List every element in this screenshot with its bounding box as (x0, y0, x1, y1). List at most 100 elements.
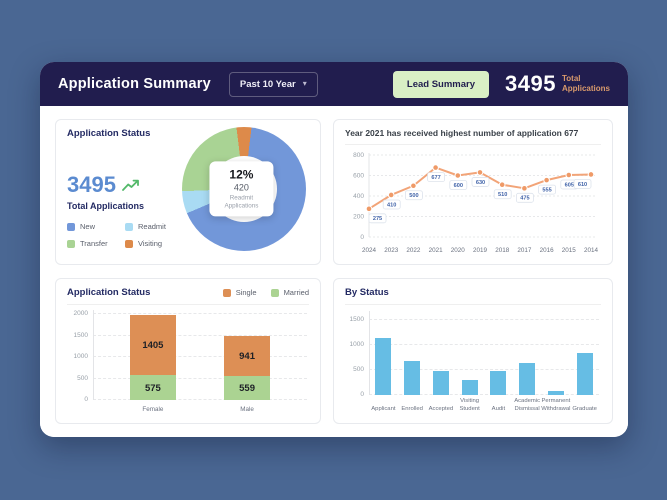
total-applications-summary: 3495 Total Applications (505, 71, 610, 97)
chevron-down-icon: ▾ (302, 79, 307, 88)
bar-segment-single: 1405 (129, 314, 176, 376)
y-axis-tick: 1000 (349, 341, 364, 348)
stack-legend: Single Married (222, 288, 309, 297)
trend-up-icon (122, 179, 139, 191)
y-axis-line (93, 310, 94, 400)
y-axis-tick: 500 (353, 366, 364, 373)
svg-text:555: 555 (542, 188, 551, 194)
panel-applications-by-year: Year 2021 has received highest number of… (333, 119, 613, 265)
legend-item-transfer: Transfer (67, 239, 119, 248)
grid-line (369, 394, 599, 395)
svg-text:2023: 2023 (384, 247, 399, 254)
donut-tooltip: 12% 420 Readmit Applications (209, 161, 274, 217)
svg-text:2021: 2021 (429, 247, 444, 254)
donut-summary-block: 3495 Total Applications New Readmit (67, 172, 177, 248)
status-bar (576, 352, 593, 395)
svg-text:2015: 2015 (562, 247, 577, 254)
y-axis-tick: 500 (77, 374, 88, 382)
svg-text:2014: 2014 (584, 247, 599, 254)
svg-text:2018: 2018 (495, 247, 510, 254)
tooltip-percent: 12% (229, 167, 254, 182)
tooltip-value: 420 (233, 182, 249, 193)
grid-line (93, 313, 307, 314)
line-chart: 0 200 400 600 800 275 2024 410 2023 500 2022 677 202… (353, 152, 599, 254)
line-chart-title: Year 2021 has received highest number of… (345, 128, 579, 138)
y-axis-tick: 0 (84, 396, 88, 403)
x-axis-label: Accepted (428, 406, 454, 413)
total-applications-value: 3495 (505, 71, 556, 96)
dashboard-card: Application Summary Past 10 Year ▾ Lead … (40, 62, 628, 437)
bar-segment-married: 559 (224, 375, 271, 400)
panel-by-status: By Status 0 500 1000 1500 Applicant Enrolled A… (333, 278, 613, 424)
y-axis-tick: 1500 (349, 316, 364, 323)
lead-summary-button[interactable]: Lead Summary (392, 70, 490, 98)
grid-line (93, 356, 307, 357)
grid-line (93, 334, 307, 336)
svg-text:0: 0 (360, 234, 364, 241)
svg-text:605: 605 (565, 182, 574, 188)
donut-legend: New Readmit Transfer Visiting (67, 222, 177, 248)
x-axis-label: Graduate (572, 406, 597, 413)
donut-total-value: 3495 (67, 172, 116, 197)
status-bar (490, 371, 507, 395)
svg-text:410: 410 (387, 202, 396, 208)
grid-line (93, 377, 307, 379)
donut-chart: 12% 420 Readmit Applications (182, 127, 306, 251)
status-bar (432, 371, 449, 395)
svg-text:677: 677 (431, 175, 440, 181)
bar-segment-value: 575 (144, 382, 161, 394)
svg-text:200: 200 (353, 214, 364, 221)
grid-line (369, 319, 599, 320)
donut-total-label: Total Applications (67, 201, 145, 211)
svg-text:2016: 2016 (540, 247, 555, 254)
svg-text:2020: 2020 (451, 247, 466, 254)
status-bar (375, 337, 392, 395)
svg-text:2022: 2022 (406, 247, 421, 254)
by-status-title: By Status (345, 287, 389, 298)
grid-line (369, 344, 599, 345)
y-axis-line (369, 311, 370, 395)
bar-segment-value: 941 (239, 350, 255, 362)
legend-swatch-new (67, 222, 75, 231)
by-status-bar-chart: 0 500 1000 1500 Applicant Enrolled Accepted Vis… (345, 309, 601, 415)
period-dropdown[interactable]: Past 10 Year ▾ (228, 71, 318, 97)
svg-text:2019: 2019 (473, 247, 488, 254)
total-applications-label: Total Applications (561, 74, 610, 93)
period-dropdown-value: Past 10 Year (239, 78, 296, 90)
svg-text:400: 400 (353, 193, 364, 200)
legend-swatch-readmit (125, 222, 133, 231)
svg-text:275: 275 (373, 216, 382, 222)
x-axis-label: Audit (491, 406, 506, 413)
dashboard-header: Application Summary Past 10 Year ▾ Lead … (40, 62, 628, 106)
stack-panel-title: Application Status (67, 287, 151, 298)
legend-swatch-married (270, 288, 279, 297)
svg-text:600: 600 (353, 173, 364, 180)
panel-application-status-donut: Application Status 3495 Total Applicatio… (55, 119, 321, 265)
x-axis-label: Visiting Student (459, 398, 480, 413)
stacked-bar-chart: 0 500 1000 1500 2000 575 1405 Female 559 941 Male (67, 309, 309, 415)
legend-item-single: Single (222, 288, 257, 297)
y-axis-tick: 1000 (73, 353, 88, 360)
x-axis-label: Female (142, 405, 164, 413)
bar-segment-value: 559 (239, 382, 255, 394)
svg-text:475: 475 (520, 196, 529, 202)
bar-segment-single: 941 (224, 335, 271, 376)
status-bar (461, 380, 478, 395)
donut-panel-title: Application Status (67, 128, 151, 139)
x-axis-label: Male (240, 405, 254, 413)
svg-text:2017: 2017 (517, 247, 532, 254)
legend-item-visiting: Visiting (125, 239, 177, 248)
svg-text:800: 800 (353, 152, 364, 159)
svg-text:600: 600 (454, 183, 463, 189)
status-bar (519, 363, 536, 395)
y-axis-tick: 2000 (73, 310, 88, 317)
x-axis-label: Academic Dismissal (514, 398, 541, 413)
dashboard-body: Application Status 3495 Total Applicatio… (40, 106, 628, 437)
y-axis-tick: 0 (360, 391, 364, 398)
legend-swatch-single (222, 288, 231, 297)
svg-text:500: 500 (409, 193, 418, 199)
grid-line (369, 369, 599, 370)
legend-swatch-transfer (67, 239, 75, 248)
x-axis-label: Enrolled (401, 406, 423, 413)
svg-text:630: 630 (476, 180, 485, 186)
